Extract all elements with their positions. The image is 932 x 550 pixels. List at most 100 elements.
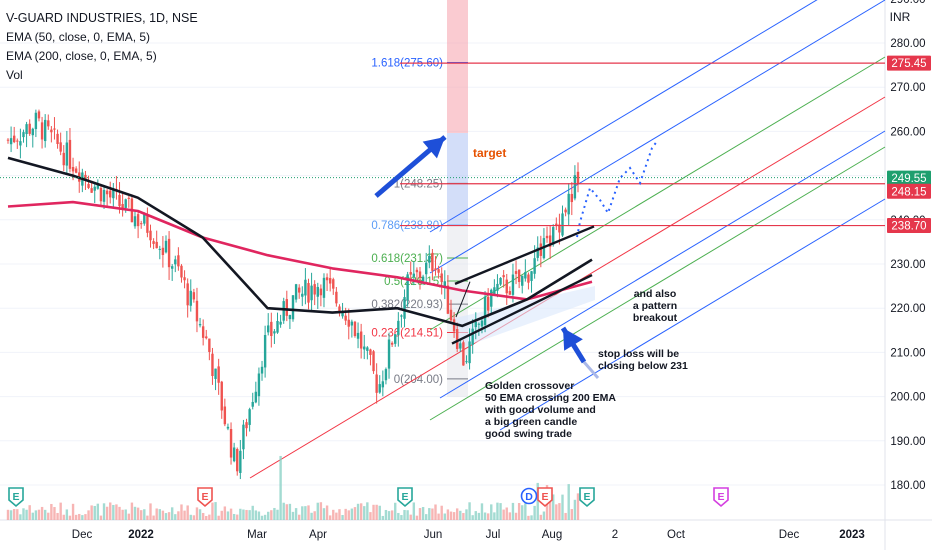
- x-tick-label: Mar: [247, 529, 267, 541]
- candle-body: [192, 292, 196, 300]
- volume-bar: [263, 514, 267, 520]
- volume-bar: [133, 506, 137, 520]
- x-tick-label: 2: [612, 529, 618, 541]
- candle-body: [297, 287, 301, 293]
- candle-body: [53, 128, 56, 130]
- volume-bar: [505, 507, 508, 520]
- volume-bar: [229, 508, 233, 520]
- earnings-marker: [197, 487, 213, 508]
- ema200-line: [7, 200, 593, 301]
- volume-bar: [47, 512, 50, 520]
- candle-body: [267, 325, 270, 333]
- time-axis[interactable]: Dec 2022 Mar Apr Jun Jul Aug 2 Oct Dec 2023: [72, 529, 865, 541]
- volume-bar: [490, 504, 493, 520]
- candle-body: [459, 343, 462, 349]
- annotation-stoploss: closing below 231: [598, 360, 688, 372]
- candle-body: [322, 277, 326, 298]
- candle-body: [257, 373, 261, 397]
- price-tag-label: 249.55: [891, 173, 926, 185]
- volume-bar: [22, 508, 25, 520]
- volume-bar: [223, 506, 227, 520]
- y-tick-label: 190.00: [890, 436, 925, 448]
- candle-body: [195, 300, 199, 322]
- candle-body: [205, 336, 208, 339]
- candle-body: [409, 272, 412, 275]
- price-tag-label: 275.45: [891, 58, 926, 70]
- candle-body: [112, 189, 115, 199]
- volume-bar: [149, 503, 152, 520]
- volume-bar: [359, 503, 363, 520]
- volume-bar: [440, 505, 443, 520]
- annotation-target: target: [473, 146, 506, 160]
- candle-body: [260, 366, 264, 374]
- candle-body: [558, 224, 561, 233]
- volume-bar: [418, 508, 422, 520]
- volume-bar: [499, 503, 502, 520]
- candle-body: [158, 248, 161, 250]
- volume-bar: [34, 510, 38, 520]
- volume-bar: [356, 503, 360, 520]
- volume-bar: [428, 508, 431, 520]
- volume-bar: [245, 509, 248, 520]
- volume-bar: [363, 506, 366, 520]
- candle-body: [539, 243, 543, 256]
- ema200-legend[interactable]: EMA (200, close, 0, EMA, 5): [6, 49, 157, 63]
- candle-body: [505, 279, 508, 294]
- candle-body: [102, 189, 106, 202]
- candle-body: [496, 283, 499, 291]
- volume-bar: [155, 508, 158, 520]
- volume-legend[interactable]: Vol: [6, 68, 23, 82]
- volume-bar: [211, 502, 214, 520]
- volume-bar: [65, 509, 69, 520]
- volume-bar: [319, 502, 323, 520]
- volume-bar: [421, 507, 425, 520]
- volume-bar: [527, 515, 530, 520]
- volume-bar: [161, 510, 165, 520]
- volume-bar: [121, 509, 124, 520]
- event-marker-label: E: [717, 491, 724, 503]
- price-axis[interactable]: 180.00190.00200.00210.00220.00230.00240.…: [887, 0, 931, 492]
- volume-bar: [226, 511, 230, 520]
- volume-bar: [242, 509, 245, 520]
- volume-bar: [136, 507, 140, 520]
- volume-bar: [406, 510, 409, 520]
- y-tick-label: 200.00: [890, 392, 925, 404]
- volume-bar: [56, 512, 59, 520]
- volume-bar: [99, 515, 103, 520]
- candle-body: [394, 334, 397, 344]
- y-tick-label: 180.00: [890, 480, 925, 492]
- volume-bar: [573, 499, 577, 520]
- volume-bar: [19, 514, 22, 520]
- ema50-legend[interactable]: EMA (50, close, 0, EMA, 5): [6, 30, 151, 44]
- candle-body: [16, 140, 19, 142]
- candle-body: [214, 368, 217, 379]
- volume-bar: [437, 513, 440, 520]
- volume-bar: [530, 515, 533, 520]
- volume-bar: [328, 515, 332, 520]
- volume-bar: [480, 503, 484, 520]
- candle-body: [56, 133, 59, 144]
- y-tick-label: 220.00: [890, 303, 925, 315]
- candle-body: [353, 321, 357, 337]
- candle-body: [390, 342, 394, 345]
- candle-body: [552, 227, 555, 245]
- candle-body: [96, 184, 100, 189]
- candle-body: [384, 369, 388, 381]
- candle-body: [164, 240, 168, 253]
- fib-level-label: 0(204.00): [394, 374, 443, 386]
- ema-lines: [7, 156, 593, 328]
- candle-body: [105, 190, 109, 195]
- candle-body: [415, 269, 419, 273]
- candle-body: [350, 321, 354, 326]
- volume-bar: [552, 494, 555, 520]
- volume-bar: [462, 513, 465, 520]
- candle-body: [570, 193, 574, 203]
- dividend-marker: [520, 487, 538, 505]
- annotation-breakout: and also: [634, 288, 677, 300]
- candle-body: [521, 275, 524, 286]
- candle-body: [208, 338, 211, 352]
- symbol-title[interactable]: V-GUARD INDUSTRIES, 1D, NSE: [6, 11, 198, 25]
